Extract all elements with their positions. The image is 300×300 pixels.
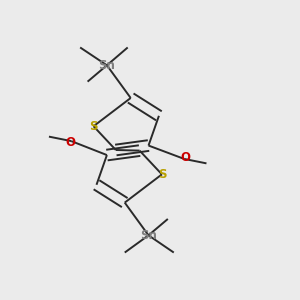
Text: O: O: [180, 151, 190, 164]
Text: S: S: [89, 120, 98, 133]
Text: Sn: Sn: [140, 229, 157, 242]
Text: S: S: [158, 168, 166, 181]
Text: O: O: [65, 136, 75, 149]
Text: Sn: Sn: [98, 59, 115, 72]
